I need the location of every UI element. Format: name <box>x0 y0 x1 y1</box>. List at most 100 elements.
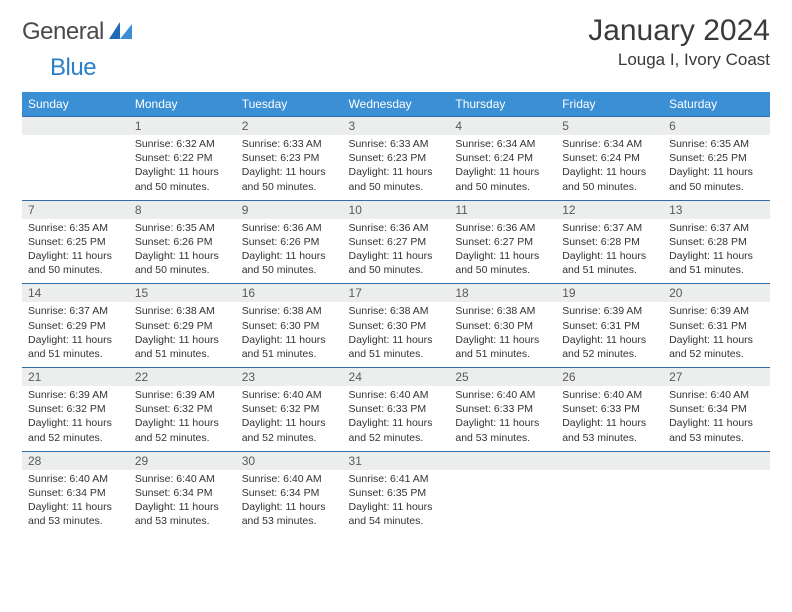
calendar-cell: 24Sunrise: 6:40 AMSunset: 6:33 PMDayligh… <box>343 368 450 452</box>
sunrise-text: Sunrise: 6:39 AM <box>669 304 764 318</box>
weekday-header: Sunday <box>22 92 129 117</box>
day-number: 6 <box>663 117 770 135</box>
sunrise-text: Sunrise: 6:38 AM <box>242 304 337 318</box>
day-number: 5 <box>556 117 663 135</box>
sunrise-text: Sunrise: 6:38 AM <box>455 304 550 318</box>
daylight-text: Daylight: 11 hours and 51 minutes. <box>669 249 764 277</box>
sunset-text: Sunset: 6:27 PM <box>455 235 550 249</box>
calendar-week: 14Sunrise: 6:37 AMSunset: 6:29 PMDayligh… <box>22 284 770 368</box>
calendar-week: 21Sunrise: 6:39 AMSunset: 6:32 PMDayligh… <box>22 368 770 452</box>
day-body: Sunrise: 6:38 AMSunset: 6:30 PMDaylight:… <box>236 302 343 367</box>
location-label: Louga I, Ivory Coast <box>588 50 770 70</box>
day-body: Sunrise: 6:40 AMSunset: 6:33 PMDaylight:… <box>449 386 556 451</box>
sunrise-text: Sunrise: 6:39 AM <box>135 388 230 402</box>
calendar-cell: 10Sunrise: 6:36 AMSunset: 6:27 PMDayligh… <box>343 200 450 284</box>
day-body: Sunrise: 6:35 AMSunset: 6:25 PMDaylight:… <box>663 135 770 200</box>
calendar-cell: 23Sunrise: 6:40 AMSunset: 6:32 PMDayligh… <box>236 368 343 452</box>
day-number: 20 <box>663 284 770 302</box>
day-number: 7 <box>22 201 129 219</box>
sunrise-text: Sunrise: 6:33 AM <box>349 137 444 151</box>
calendar-cell <box>556 451 663 534</box>
day-body: Sunrise: 6:35 AMSunset: 6:25 PMDaylight:… <box>22 219 129 284</box>
day-body: Sunrise: 6:39 AMSunset: 6:32 PMDaylight:… <box>129 386 236 451</box>
sunset-text: Sunset: 6:30 PM <box>349 319 444 333</box>
sunset-text: Sunset: 6:25 PM <box>28 235 123 249</box>
calendar-week: 28Sunrise: 6:40 AMSunset: 6:34 PMDayligh… <box>22 451 770 534</box>
sunrise-text: Sunrise: 6:39 AM <box>562 304 657 318</box>
calendar-cell <box>663 451 770 534</box>
title-block: January 2024 Louga I, Ivory Coast <box>588 14 770 70</box>
daylight-text: Daylight: 11 hours and 53 minutes. <box>455 416 550 444</box>
day-number-empty <box>556 452 663 470</box>
sunrise-text: Sunrise: 6:40 AM <box>455 388 550 402</box>
day-body: Sunrise: 6:37 AMSunset: 6:28 PMDaylight:… <box>663 219 770 284</box>
sunrise-text: Sunrise: 6:35 AM <box>135 221 230 235</box>
day-number: 30 <box>236 452 343 470</box>
calendar-cell: 11Sunrise: 6:36 AMSunset: 6:27 PMDayligh… <box>449 200 556 284</box>
day-number: 1 <box>129 117 236 135</box>
daylight-text: Daylight: 11 hours and 52 minutes. <box>242 416 337 444</box>
day-number: 12 <box>556 201 663 219</box>
sunset-text: Sunset: 6:24 PM <box>455 151 550 165</box>
daylight-text: Daylight: 11 hours and 52 minutes. <box>135 416 230 444</box>
flag-icon <box>108 19 134 46</box>
day-body: Sunrise: 6:39 AMSunset: 6:31 PMDaylight:… <box>556 302 663 367</box>
sunset-text: Sunset: 6:34 PM <box>669 402 764 416</box>
day-number-empty <box>22 117 129 135</box>
daylight-text: Daylight: 11 hours and 53 minutes. <box>135 500 230 528</box>
calendar-cell: 2Sunrise: 6:33 AMSunset: 6:23 PMDaylight… <box>236 117 343 201</box>
sunrise-text: Sunrise: 6:32 AM <box>135 137 230 151</box>
sunset-text: Sunset: 6:30 PM <box>455 319 550 333</box>
sunrise-text: Sunrise: 6:35 AM <box>28 221 123 235</box>
calendar-cell: 18Sunrise: 6:38 AMSunset: 6:30 PMDayligh… <box>449 284 556 368</box>
day-body: Sunrise: 6:38 AMSunset: 6:30 PMDaylight:… <box>343 302 450 367</box>
calendar-head: SundayMondayTuesdayWednesdayThursdayFrid… <box>22 92 770 117</box>
day-number: 26 <box>556 368 663 386</box>
sunrise-text: Sunrise: 6:36 AM <box>242 221 337 235</box>
day-body-empty <box>663 470 770 518</box>
day-body: Sunrise: 6:39 AMSunset: 6:31 PMDaylight:… <box>663 302 770 367</box>
day-number: 4 <box>449 117 556 135</box>
sunrise-text: Sunrise: 6:41 AM <box>349 472 444 486</box>
day-number: 2 <box>236 117 343 135</box>
day-number: 8 <box>129 201 236 219</box>
day-body: Sunrise: 6:38 AMSunset: 6:30 PMDaylight:… <box>449 302 556 367</box>
day-body: Sunrise: 6:39 AMSunset: 6:32 PMDaylight:… <box>22 386 129 451</box>
calendar-cell: 6Sunrise: 6:35 AMSunset: 6:25 PMDaylight… <box>663 117 770 201</box>
day-body: Sunrise: 6:40 AMSunset: 6:33 PMDaylight:… <box>556 386 663 451</box>
day-body: Sunrise: 6:32 AMSunset: 6:22 PMDaylight:… <box>129 135 236 200</box>
day-number: 11 <box>449 201 556 219</box>
daylight-text: Daylight: 11 hours and 52 minutes. <box>349 416 444 444</box>
calendar-cell: 19Sunrise: 6:39 AMSunset: 6:31 PMDayligh… <box>556 284 663 368</box>
calendar-cell: 13Sunrise: 6:37 AMSunset: 6:28 PMDayligh… <box>663 200 770 284</box>
calendar-cell: 5Sunrise: 6:34 AMSunset: 6:24 PMDaylight… <box>556 117 663 201</box>
daylight-text: Daylight: 11 hours and 53 minutes. <box>28 500 123 528</box>
day-number: 17 <box>343 284 450 302</box>
day-body: Sunrise: 6:40 AMSunset: 6:34 PMDaylight:… <box>129 470 236 535</box>
sunset-text: Sunset: 6:28 PM <box>669 235 764 249</box>
sunrise-text: Sunrise: 6:36 AM <box>455 221 550 235</box>
calendar-table: SundayMondayTuesdayWednesdayThursdayFrid… <box>22 92 770 534</box>
day-body: Sunrise: 6:37 AMSunset: 6:29 PMDaylight:… <box>22 302 129 367</box>
sunset-text: Sunset: 6:26 PM <box>135 235 230 249</box>
day-number: 15 <box>129 284 236 302</box>
daylight-text: Daylight: 11 hours and 50 minutes. <box>135 165 230 193</box>
sunrise-text: Sunrise: 6:38 AM <box>135 304 230 318</box>
sunrise-text: Sunrise: 6:38 AM <box>349 304 444 318</box>
day-body: Sunrise: 6:33 AMSunset: 6:23 PMDaylight:… <box>343 135 450 200</box>
sunset-text: Sunset: 6:23 PM <box>242 151 337 165</box>
day-body: Sunrise: 6:40 AMSunset: 6:34 PMDaylight:… <box>236 470 343 535</box>
day-body: Sunrise: 6:34 AMSunset: 6:24 PMDaylight:… <box>449 135 556 200</box>
calendar-cell: 25Sunrise: 6:40 AMSunset: 6:33 PMDayligh… <box>449 368 556 452</box>
day-number: 27 <box>663 368 770 386</box>
sunset-text: Sunset: 6:25 PM <box>669 151 764 165</box>
sunrise-text: Sunrise: 6:40 AM <box>28 472 123 486</box>
calendar-cell: 29Sunrise: 6:40 AMSunset: 6:34 PMDayligh… <box>129 451 236 534</box>
sunrise-text: Sunrise: 6:40 AM <box>242 472 337 486</box>
calendar-cell: 28Sunrise: 6:40 AMSunset: 6:34 PMDayligh… <box>22 451 129 534</box>
calendar-cell: 22Sunrise: 6:39 AMSunset: 6:32 PMDayligh… <box>129 368 236 452</box>
daylight-text: Daylight: 11 hours and 50 minutes. <box>242 249 337 277</box>
day-body-empty <box>22 135 129 183</box>
calendar-week: 1Sunrise: 6:32 AMSunset: 6:22 PMDaylight… <box>22 117 770 201</box>
sunrise-text: Sunrise: 6:37 AM <box>562 221 657 235</box>
